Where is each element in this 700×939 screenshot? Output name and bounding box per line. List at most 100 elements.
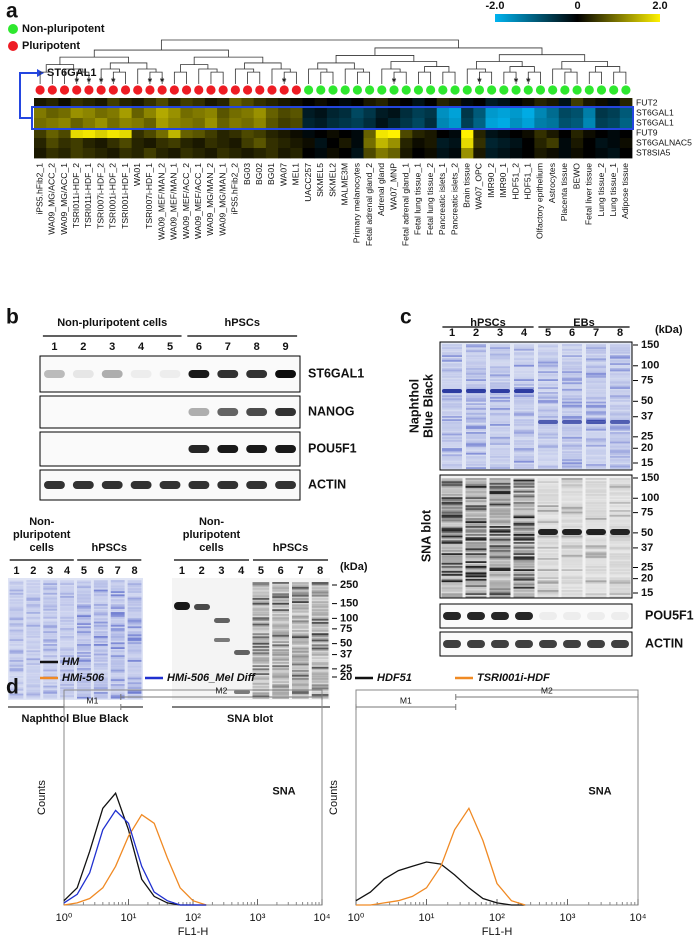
blot-smear bbox=[466, 411, 486, 413]
blot-smear bbox=[127, 693, 142, 696]
blot-smear bbox=[585, 518, 607, 520]
blot-band bbox=[611, 612, 629, 620]
heatmap-cell bbox=[400, 148, 413, 159]
blot-smear bbox=[9, 695, 24, 697]
heatmap-cell bbox=[70, 118, 84, 129]
blot-smear bbox=[77, 695, 91, 697]
blot-smear bbox=[43, 628, 58, 630]
blot-smear bbox=[110, 639, 125, 641]
sample-dot bbox=[365, 85, 375, 95]
blot-smear bbox=[537, 487, 559, 490]
group-label: Non- bbox=[199, 516, 224, 528]
blot-smear bbox=[465, 575, 487, 578]
blot-smear bbox=[60, 658, 74, 661]
blot-smear bbox=[585, 546, 607, 549]
column-label: WA07 bbox=[278, 163, 288, 186]
blot-smear bbox=[562, 369, 582, 372]
blot-smear bbox=[77, 642, 91, 645]
colorbar-tick-label: 0 bbox=[574, 0, 580, 12]
blot-smear bbox=[9, 642, 24, 645]
blot-smear bbox=[292, 618, 309, 621]
blot-smear bbox=[252, 598, 270, 600]
blot-smear bbox=[537, 527, 559, 530]
blot-smear bbox=[562, 460, 582, 463]
blot-smear bbox=[441, 588, 463, 591]
blot-smear bbox=[585, 538, 607, 541]
blot-smear bbox=[9, 620, 24, 622]
blot-smear bbox=[489, 572, 511, 575]
blot-smear bbox=[60, 597, 74, 600]
blot-smear bbox=[292, 655, 309, 658]
heatmap-cell bbox=[509, 118, 523, 129]
blot-smear bbox=[514, 403, 534, 405]
blot-smear bbox=[610, 350, 630, 353]
blot-smear bbox=[466, 379, 486, 381]
heatmap-cell bbox=[119, 148, 133, 159]
column-label: IMR90_1 bbox=[498, 163, 508, 198]
sample-dot bbox=[291, 85, 301, 95]
blot-smear bbox=[514, 425, 534, 428]
blot-smear bbox=[562, 388, 582, 391]
blot-smear bbox=[585, 505, 607, 507]
blot-smear bbox=[610, 457, 630, 460]
row-label: ST8SIA5 bbox=[636, 147, 671, 157]
blot-smear bbox=[489, 586, 511, 589]
histogram-line bbox=[355, 861, 526, 906]
blot-smear bbox=[272, 633, 289, 635]
blot-smear bbox=[514, 358, 534, 361]
blot-smear bbox=[490, 366, 510, 369]
blot-smear bbox=[609, 585, 631, 587]
blot-smear bbox=[292, 599, 309, 602]
blot-smear bbox=[562, 345, 582, 348]
blot-band bbox=[275, 481, 296, 489]
lane-number: 9 bbox=[282, 341, 288, 353]
blot-smear bbox=[252, 594, 270, 597]
blot-smear bbox=[60, 639, 74, 641]
heatmap-cell bbox=[204, 128, 218, 139]
dendrogram bbox=[234, 68, 255, 84]
dendrogram bbox=[59, 56, 129, 65]
blot-smear bbox=[127, 658, 142, 661]
blot-smear bbox=[43, 648, 58, 651]
heatmap-cell bbox=[253, 128, 267, 139]
blot-smear bbox=[465, 487, 487, 490]
blot-smear bbox=[514, 459, 534, 461]
blot-smear bbox=[489, 482, 511, 485]
sample-dot bbox=[230, 85, 240, 95]
blot-smear bbox=[489, 506, 511, 509]
blot-smear bbox=[252, 634, 270, 637]
blot-smear bbox=[110, 637, 125, 640]
blot-smear bbox=[110, 693, 125, 696]
blot-smear bbox=[465, 590, 487, 592]
gate bbox=[63, 704, 122, 710]
blot-smear bbox=[490, 396, 510, 399]
blot-smear bbox=[561, 498, 583, 501]
blot-smear bbox=[9, 668, 24, 670]
blot-smear bbox=[292, 690, 309, 693]
blot-smear bbox=[514, 404, 534, 407]
heatmap-cell bbox=[107, 118, 120, 129]
blot-smear bbox=[561, 492, 583, 495]
blot-smear bbox=[272, 596, 289, 599]
heatmap-cell bbox=[424, 128, 438, 139]
blot-smear bbox=[513, 489, 535, 491]
blot-smear bbox=[489, 478, 511, 480]
blot-smear bbox=[9, 580, 24, 582]
blot-smear bbox=[252, 612, 270, 615]
heatmap-cell bbox=[375, 148, 389, 159]
blot-smear bbox=[272, 654, 289, 656]
blot-smear bbox=[60, 692, 74, 694]
blot-smear bbox=[442, 412, 462, 415]
blot-smear bbox=[514, 360, 534, 362]
blot-smear bbox=[26, 626, 41, 629]
blot-smear bbox=[311, 623, 329, 626]
blot-smear bbox=[610, 416, 630, 418]
blot-smear bbox=[272, 665, 289, 667]
blot-smear bbox=[514, 465, 534, 468]
blot-smear bbox=[441, 572, 463, 575]
blot-smear bbox=[490, 441, 510, 444]
blot-smear bbox=[43, 696, 58, 699]
blot-smear bbox=[43, 634, 58, 637]
column-label: BG03 bbox=[242, 163, 252, 185]
